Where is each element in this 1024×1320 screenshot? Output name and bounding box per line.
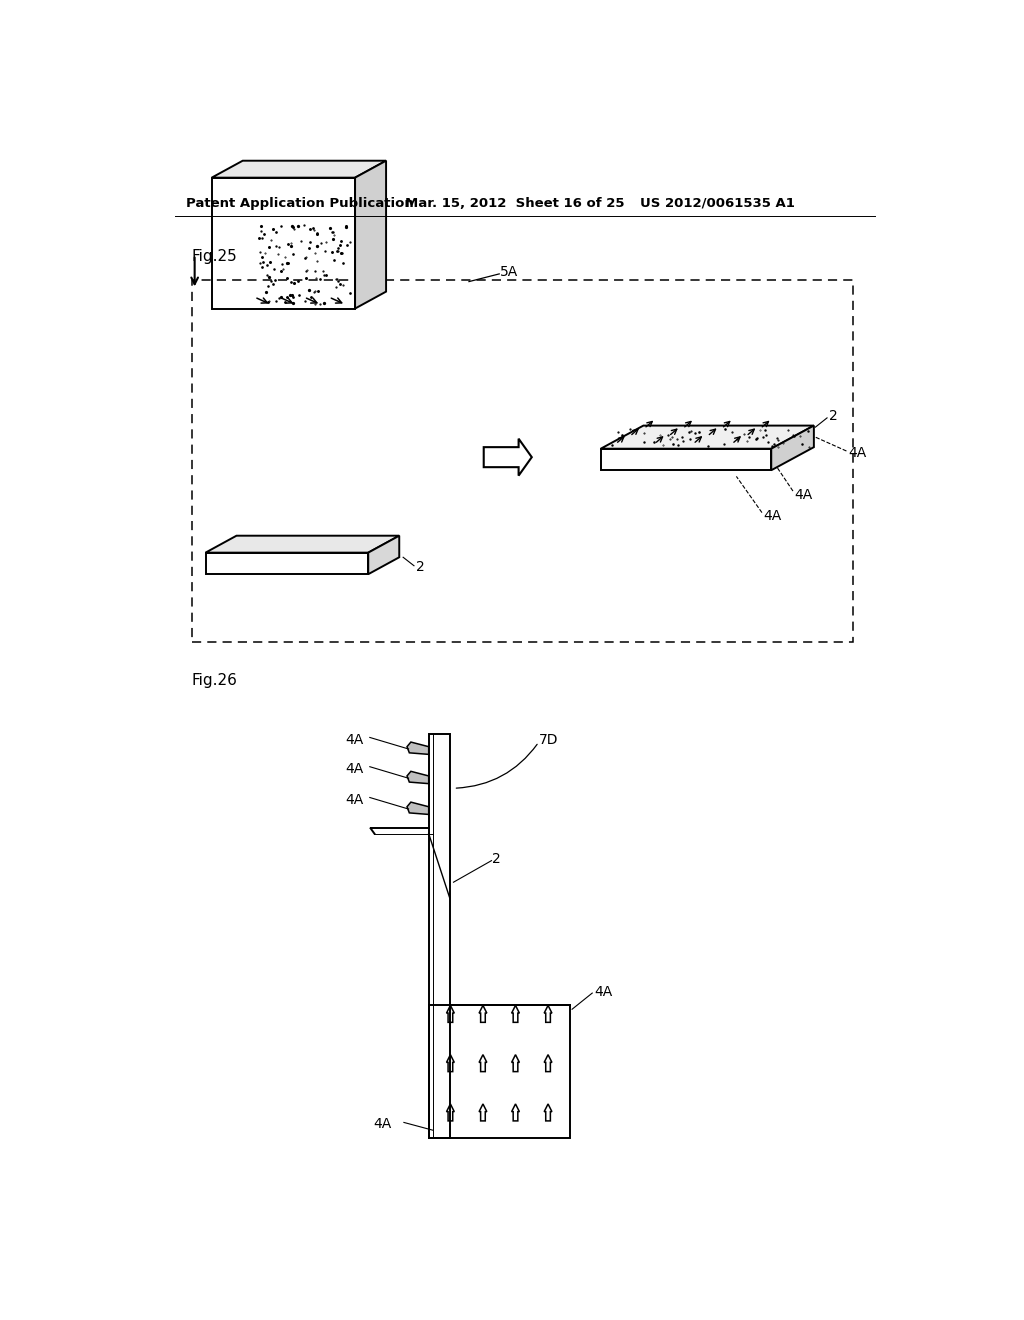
Polygon shape [601, 425, 814, 449]
Text: Mar. 15, 2012  Sheet 16 of 25: Mar. 15, 2012 Sheet 16 of 25 [406, 197, 625, 210]
Polygon shape [407, 742, 429, 755]
Polygon shape [355, 161, 386, 309]
Text: 4A: 4A [373, 1117, 391, 1131]
Text: 2: 2 [416, 560, 424, 574]
Polygon shape [206, 536, 399, 553]
Text: 4A: 4A [595, 985, 612, 998]
Text: 4A: 4A [345, 762, 364, 776]
FancyArrowPatch shape [457, 744, 538, 788]
Text: Fig.25: Fig.25 [191, 249, 238, 264]
Text: Fig.26: Fig.26 [191, 673, 238, 688]
Text: Patent Application Publication: Patent Application Publication [186, 197, 414, 210]
Text: 4A: 4A [345, 733, 364, 747]
Text: 5A: 5A [500, 265, 518, 280]
Bar [429, 1006, 569, 1138]
Bar [191, 280, 853, 642]
Text: 2: 2 [493, 853, 501, 866]
Text: US 2012/0061535 A1: US 2012/0061535 A1 [640, 197, 795, 210]
Polygon shape [407, 771, 429, 784]
Text: 4A: 4A [764, 510, 781, 524]
Polygon shape [771, 425, 814, 470]
Polygon shape [369, 536, 399, 574]
Text: 4A: 4A [849, 446, 867, 459]
Polygon shape [212, 161, 386, 178]
Text: 7D: 7D [539, 733, 558, 747]
Text: 4A: 4A [345, 793, 364, 807]
Bar [429, 734, 450, 1138]
Text: 2: 2 [829, 409, 838, 424]
Text: 4A: 4A [795, 488, 813, 502]
Polygon shape [407, 803, 429, 814]
